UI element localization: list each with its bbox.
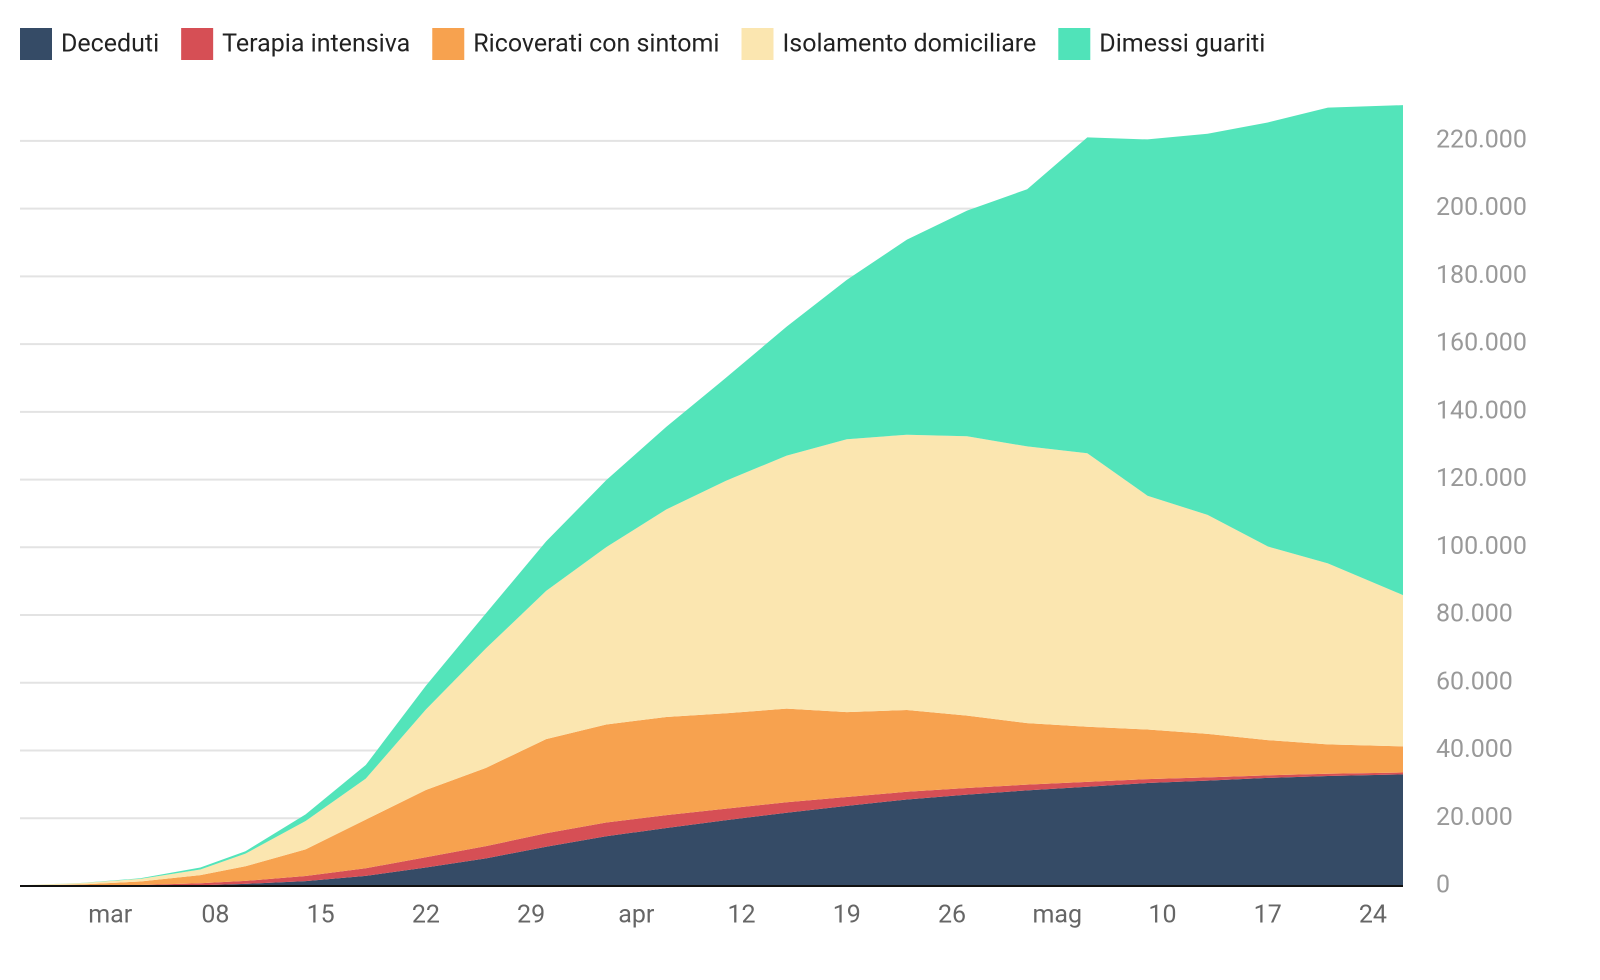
x-tick-label: 15 [307, 901, 335, 930]
area [20, 708, 1403, 886]
x-tick-label: 22 [412, 901, 440, 930]
area [20, 434, 1403, 886]
legend-label: Deceduti [61, 30, 159, 59]
y-tick-label: 20.000 [1436, 803, 1513, 832]
legend-swatch [432, 28, 465, 60]
y-tick-label: 120.000 [1436, 464, 1527, 493]
legend-item: Terapia intensiva [181, 28, 410, 60]
legend-item: Isolamento domiciliare [741, 28, 1037, 60]
legend-item: Ricoverati con sintomi [432, 28, 720, 60]
legend-swatch [1058, 28, 1091, 60]
y-tick-label: 160.000 [1436, 329, 1527, 358]
x-tick-label: 10 [1148, 901, 1176, 930]
x-tick-label: 26 [938, 901, 966, 930]
area [20, 774, 1403, 886]
x-tick-label: 17 [1254, 901, 1282, 930]
x-tick-label: 12 [728, 901, 756, 930]
x-tick-label: mag [1032, 901, 1082, 930]
area [20, 105, 1403, 886]
y-tick-label: 60.000 [1436, 667, 1513, 696]
x-tick-label: mar [88, 901, 133, 930]
legend-swatch [181, 28, 214, 60]
x-tick-label: 24 [1359, 901, 1387, 930]
y-tick-label: 0 [1436, 871, 1450, 900]
legend-item: Deceduti [20, 28, 159, 60]
legend-label: Dimessi guariti [1099, 30, 1265, 59]
legend-label: Ricoverati con sintomi [473, 30, 719, 59]
x-tick-label: 29 [517, 901, 545, 930]
legend-item: Dimessi guariti [1058, 28, 1265, 60]
legend-swatch [741, 28, 774, 60]
x-tick-label: apr [618, 901, 655, 930]
legend-label: Terapia intensiva [222, 30, 410, 59]
y-tick-label: 200.000 [1436, 193, 1527, 222]
y-tick-label: 100.000 [1436, 532, 1527, 561]
legend-swatch [20, 28, 52, 60]
x-tick-label: 19 [833, 901, 861, 930]
y-tick-label: 220.000 [1436, 125, 1527, 154]
y-tick-label: 80.000 [1436, 600, 1513, 629]
y-tick-label: 180.000 [1436, 261, 1527, 290]
x-tick-label: 08 [201, 901, 229, 930]
legend-label: Isolamento domiciliare [783, 30, 1037, 59]
y-tick-label: 40.000 [1436, 735, 1513, 764]
y-tick-label: 140.000 [1436, 396, 1527, 425]
